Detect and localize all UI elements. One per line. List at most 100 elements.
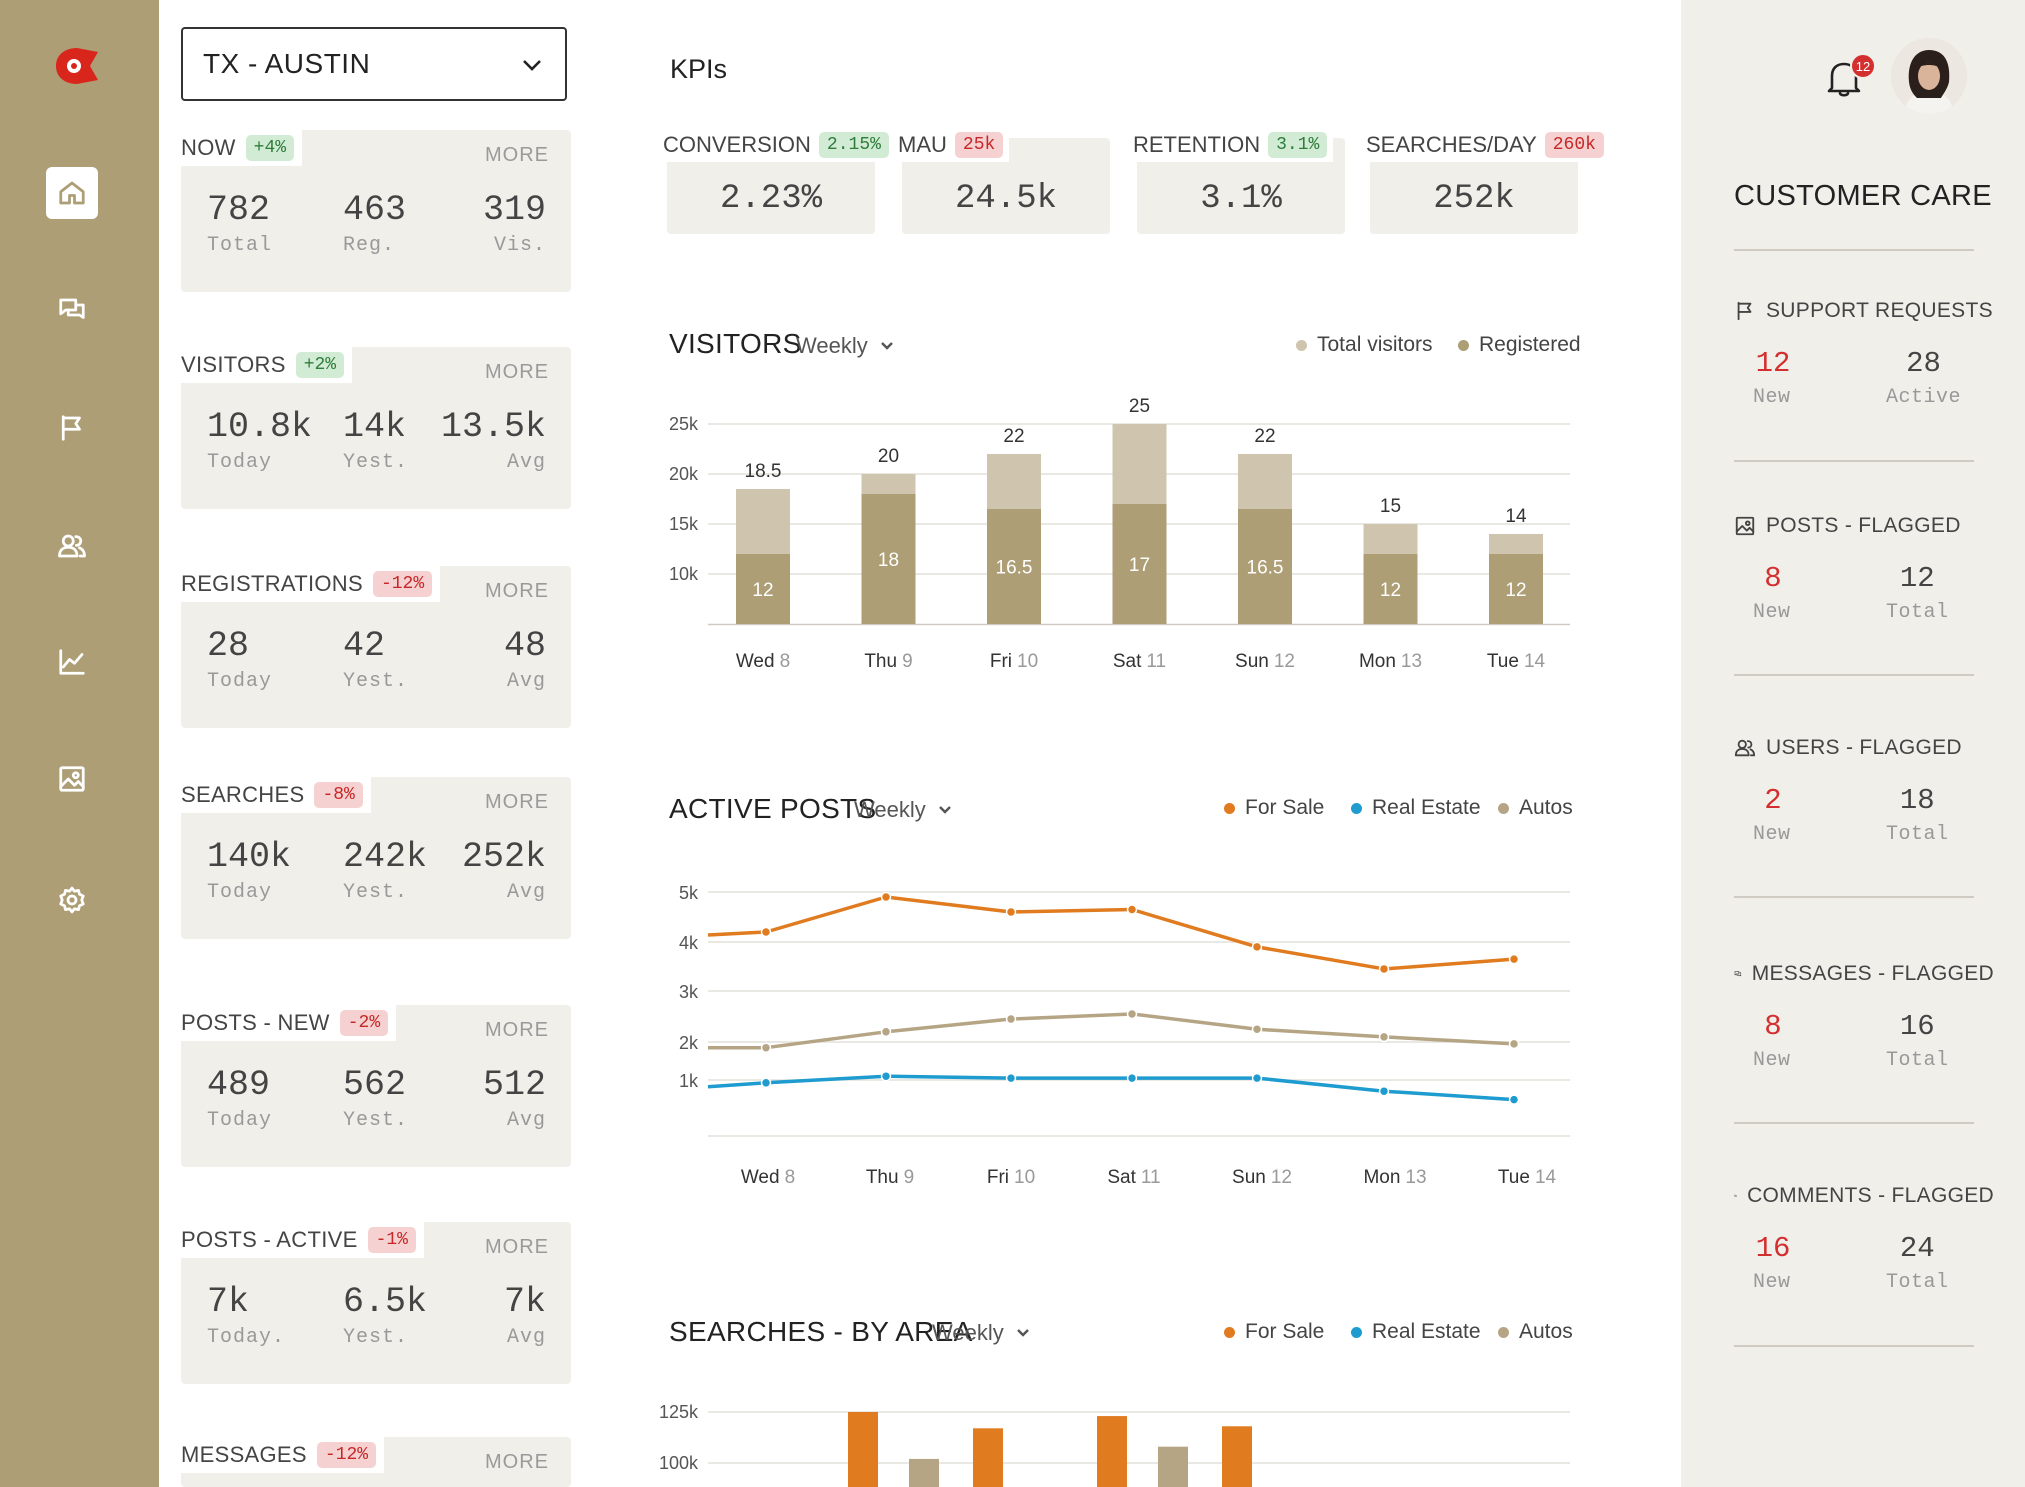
- x-tick-label: Fri 10: [990, 651, 1038, 672]
- x-tick-day: Sun: [1232, 1167, 1266, 1188]
- x-tick-day: Tue: [1498, 1167, 1530, 1188]
- stat-label: Yest.: [343, 670, 409, 693]
- x-tick-num: 14: [1535, 1167, 1557, 1188]
- flag-icon: [1737, 301, 1752, 321]
- stat-label: Today: [207, 1109, 273, 1132]
- more-link[interactable]: MORE: [485, 580, 549, 602]
- cc-section[interactable]: COMMENTS - FLAGGED 16 New 24 Total: [1734, 1184, 1994, 1294]
- cc-section[interactable]: USERS - FLAGGED 2 New 18 Total: [1734, 736, 1994, 846]
- kpi-value: 252k: [1433, 180, 1515, 218]
- x-tick-label: Mon 13: [1359, 651, 1422, 672]
- x-tick-num: 8: [785, 1167, 796, 1188]
- stat-value: 14k: [343, 407, 407, 447]
- metric-card-title: VISITORS: [181, 352, 286, 377]
- messages-icon: [1734, 971, 1742, 977]
- x-tick-num: 8: [780, 651, 791, 672]
- more-link[interactable]: MORE: [485, 791, 549, 813]
- nav-home[interactable]: [46, 167, 98, 219]
- notifications-button[interactable]: 12: [1819, 52, 1876, 102]
- more-link[interactable]: MORE: [485, 1236, 549, 1258]
- legend-label: For Sale: [1245, 796, 1325, 819]
- cc-section-header: POSTS - FLAGGED: [1734, 514, 1994, 538]
- cc-label: Total: [1886, 1049, 1949, 1072]
- bar-label-registered: 12: [752, 580, 773, 601]
- trend-badge: -2%: [339, 1010, 389, 1036]
- searches-legend-for-sale: For Sale: [1224, 1320, 1324, 1344]
- metric-card-title: SEARCHES: [181, 782, 305, 807]
- x-tick-day: Thu: [866, 1167, 899, 1188]
- nav-analytics[interactable]: [46, 636, 98, 688]
- x-tick-label: Thu 9: [864, 651, 912, 672]
- nav-flag[interactable]: [46, 402, 98, 454]
- x-tick-label: Thu 9: [866, 1167, 914, 1188]
- cc-section-title: MESSAGES - FLAGGED: [1751, 962, 1994, 985]
- kpi-header: MAU 25k: [898, 128, 1010, 162]
- metric-card-header: POSTS - NEW -2%: [181, 1005, 397, 1041]
- searches-legend-autos: Autos: [1498, 1320, 1573, 1344]
- more-link[interactable]: MORE: [485, 1019, 549, 1041]
- y-tick-label: 15k: [669, 514, 699, 534]
- bar-label-registered: 18: [878, 550, 899, 571]
- bar-registered: [1363, 554, 1418, 624]
- cc-label: Total: [1886, 1271, 1949, 1294]
- cc-value: 8: [1764, 1010, 1782, 1043]
- cc-label: New: [1753, 386, 1791, 409]
- metric-stat: 13.5k Avg: [441, 407, 546, 474]
- metric-stat: 782 Total: [207, 190, 272, 257]
- legend-dot: [1498, 1326, 1509, 1338]
- data-point: [760, 1042, 772, 1053]
- metric-stat: 319 Vis.: [483, 190, 546, 257]
- bar-for-sale: [1222, 1426, 1252, 1487]
- stat-label: Today.: [207, 1326, 286, 1349]
- data-point: [1508, 953, 1520, 965]
- visitors-legend-total: Total visitors: [1296, 333, 1433, 357]
- cc-total-count: 24 Total: [1886, 1232, 1949, 1294]
- location-select[interactable]: TX - AUSTIN: [181, 27, 567, 101]
- divider: [1734, 460, 1974, 462]
- metric-stat: 463 Reg.: [343, 190, 406, 257]
- metric-card-header: REGISTRATIONS -12%: [181, 566, 441, 602]
- nav-settings[interactable]: [46, 874, 98, 926]
- app-logo-icon[interactable]: [50, 42, 102, 90]
- searches-area-period-select[interactable]: Weekly: [932, 1320, 1030, 1346]
- kpi-target-badge: 3.1%: [1268, 132, 1328, 158]
- visitors-period-select[interactable]: Weekly: [796, 333, 894, 359]
- cc-section[interactable]: POSTS - FLAGGED 8 New 12 Total: [1734, 514, 1994, 624]
- data-point: [760, 926, 772, 938]
- cc-total-count: 18 Total: [1886, 784, 1949, 846]
- cc-value: 18: [1899, 784, 1935, 817]
- bar-autos: [1158, 1446, 1188, 1487]
- data-point: [1251, 1024, 1263, 1035]
- more-link[interactable]: MORE: [485, 361, 549, 383]
- cc-section[interactable]: SUPPORT REQUESTS 12 New 28 Active: [1734, 299, 1994, 409]
- trend-badge: -12%: [316, 1442, 377, 1468]
- cc-new-count: 12 New: [1753, 347, 1793, 409]
- avatar[interactable]: [1891, 38, 1967, 114]
- series-line: [708, 1012, 1515, 1050]
- bar-registered: [1112, 504, 1167, 624]
- cc-section[interactable]: MESSAGES - FLAGGED 8 New 16 Total: [1734, 962, 1994, 1072]
- y-tick-label: 125k: [659, 1402, 699, 1422]
- metric-stat: 242k Yest.: [343, 837, 427, 904]
- nav-images[interactable]: [46, 753, 98, 805]
- x-tick-label: Mon 13: [1363, 1167, 1426, 1188]
- bar-for-sale: [1097, 1416, 1127, 1487]
- bar-label-registered: 17: [1129, 555, 1150, 576]
- metric-stat: 7k Avg: [504, 1282, 546, 1349]
- nav-users[interactable]: [46, 520, 98, 572]
- more-link[interactable]: MORE: [485, 144, 549, 166]
- stat-label: Today: [207, 670, 273, 693]
- metric-stat: 140k Today: [207, 837, 291, 904]
- legend-label: Registered: [1479, 333, 1581, 356]
- nav-messages[interactable]: [46, 284, 98, 336]
- active-posts-period-select[interactable]: Weekly: [854, 797, 952, 823]
- more-link[interactable]: MORE: [485, 1451, 549, 1473]
- divider: [1734, 1122, 1974, 1124]
- data-point: [1508, 1094, 1520, 1105]
- cc-section-title: SUPPORT REQUESTS: [1766, 299, 1993, 322]
- bar-label-total: 14: [1505, 506, 1527, 527]
- x-tick-num: 9: [902, 651, 913, 672]
- flag-icon: [61, 415, 81, 441]
- x-tick-label: Sat 11: [1113, 651, 1166, 672]
- x-tick-num: 10: [1017, 651, 1038, 672]
